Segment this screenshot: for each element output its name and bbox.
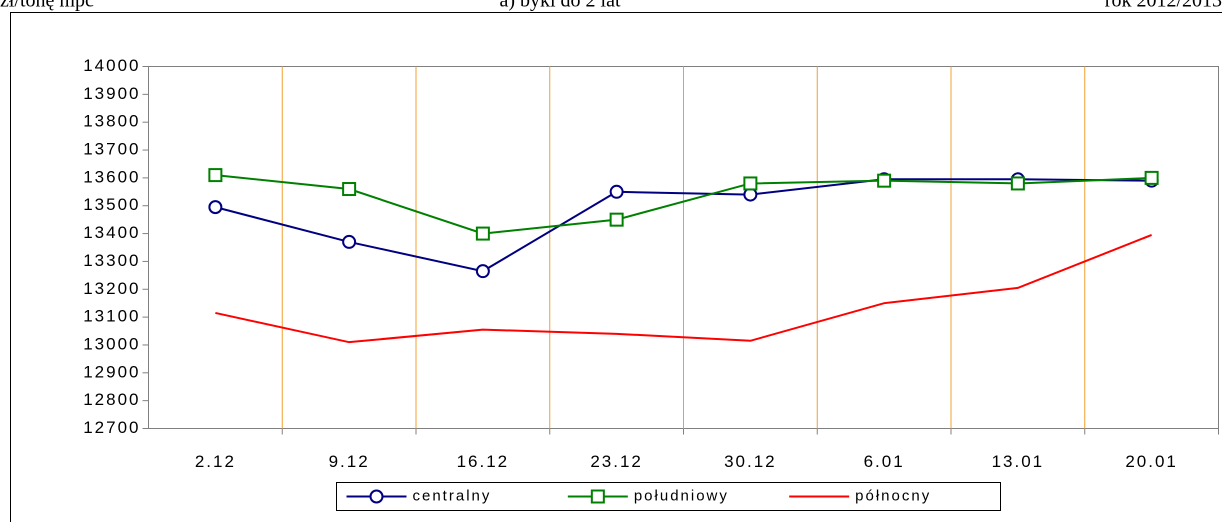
y-tick-label: 13900 [83,84,140,103]
y-tick-label: 13100 [83,307,140,326]
chart-frame [10,12,1222,522]
x-tick-label: 23.12 [590,452,643,471]
y-tick-label: 12700 [83,418,140,437]
marker [369,489,384,504]
y-tick-label: 12900 [83,362,140,381]
y-tick-label: 13400 [83,223,140,242]
y-tick-label: 13500 [83,195,140,214]
y-tick-label: 12800 [83,390,140,409]
marker [1144,170,1159,185]
marker [475,264,490,279]
marker [609,184,624,199]
series-line [215,234,1152,344]
legend-label: centralny [413,487,492,504]
x-tick-label: 13.01 [992,452,1045,471]
x-tick-label: 2.12 [195,452,236,471]
marker [877,173,892,188]
y-tick-label: 13700 [83,140,140,159]
marker [208,168,223,183]
header-right: rok 2012/2013 [1105,0,1222,12]
y-tick-label: 13000 [83,334,140,353]
legend-box [336,482,1001,511]
y-tick-label: 13200 [83,279,140,298]
marker [743,176,758,191]
marker [342,234,357,249]
y-tick-label: 13800 [83,112,140,131]
marker [1010,176,1025,191]
marker [609,212,624,227]
legend-label: południowy [634,487,729,504]
y-tick-label: 14000 [83,56,140,75]
y-tick-label: 13600 [83,167,140,186]
header-left: zł/tonę mpc [0,0,94,12]
marker [475,226,490,241]
marker [590,489,605,504]
marker [342,182,357,197]
x-tick-label: 30.12 [724,452,777,471]
x-tick-label: 9.12 [329,452,370,471]
x-tick-label: 20.01 [1125,452,1178,471]
x-tick-label: 6.01 [864,452,905,471]
series-line [215,174,1152,235]
y-tick-label: 13300 [83,251,140,270]
series-line [215,178,1152,273]
marker [208,200,223,215]
x-tick-label: 16.12 [457,452,510,471]
header-center: a) byki do 2 lat [499,0,621,12]
legend-label: północny [855,487,931,504]
